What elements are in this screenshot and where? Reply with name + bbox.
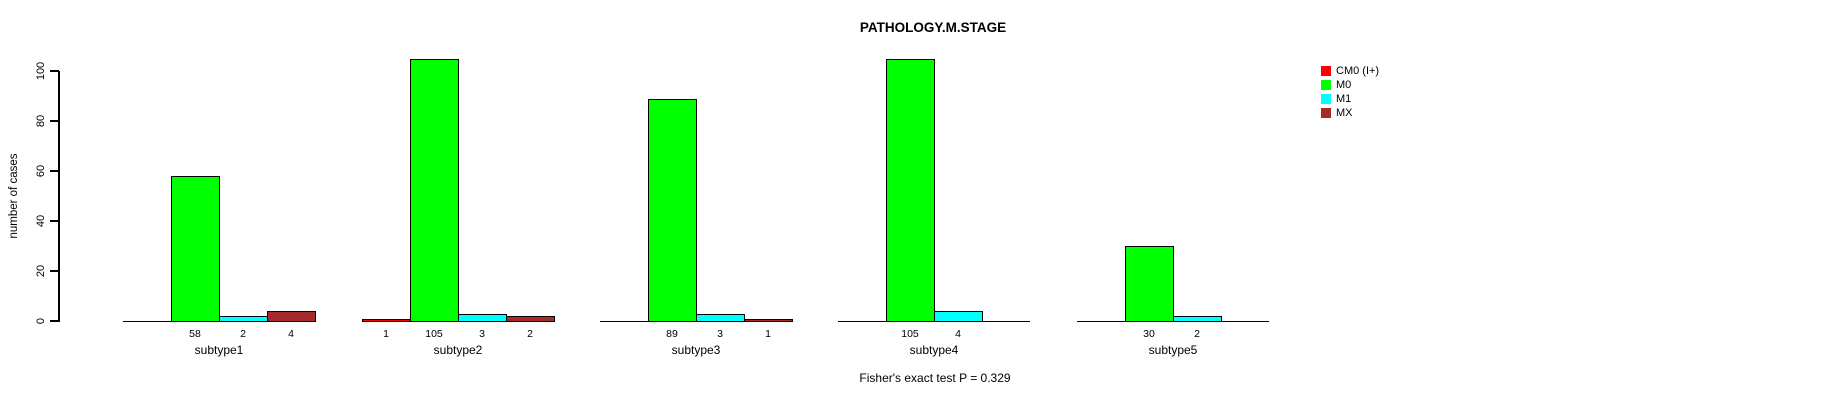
y-tick — [50, 120, 59, 122]
legend-item-label: M0 — [1336, 79, 1352, 91]
y-tick — [50, 170, 59, 172]
bar-m0-subtype3 — [648, 98, 697, 322]
bar-m0-subtype4 — [886, 58, 935, 322]
bar-value-label: 3 — [717, 328, 723, 340]
y-tick — [50, 70, 59, 72]
legend-item-label: M1 — [1336, 93, 1352, 105]
y-tick-label: 20 — [35, 264, 47, 278]
bar-m1-subtype3 — [696, 313, 745, 322]
bar-value-label: 105 — [901, 328, 919, 340]
y-tick-label: 60 — [35, 164, 47, 178]
y-axis-label: number of cases — [8, 153, 20, 239]
y-tick-label: 100 — [35, 61, 47, 81]
bar-value-label: 2 — [240, 328, 246, 340]
bar-value-label: 2 — [527, 328, 533, 340]
legend-item-label: CM0 (I+) — [1336, 65, 1380, 77]
bar-mx-subtype3 — [744, 318, 793, 322]
bar-value-label: 30 — [1143, 328, 1155, 340]
legend-swatch-cm0-i — [1321, 66, 1331, 76]
bar-value-label: 1 — [765, 328, 771, 340]
legend-item-m0: M0 — [1321, 78, 1351, 92]
bar-m1-subtype5 — [1173, 316, 1222, 322]
y-tick-label: 40 — [35, 214, 47, 228]
bar-m0-subtype1 — [171, 176, 220, 322]
legend-item-label: MX — [1336, 107, 1353, 119]
legend-swatch-m0 — [1321, 80, 1331, 90]
bar-m0-subtype2 — [410, 58, 459, 322]
bar-m1-subtype1 — [219, 316, 268, 322]
legend-item-cm0-i: CM0 (I+) — [1321, 64, 1379, 78]
bar-value-label: 1 — [383, 328, 389, 340]
bar-value-label: 4 — [288, 328, 294, 340]
y-tick-label: 80 — [35, 114, 47, 128]
fisher-test-annotation: Fisher's exact test P = 0.329 — [859, 371, 1011, 385]
bar-m0-subtype5 — [1125, 246, 1174, 322]
bar-cm0-i-subtype2 — [362, 318, 411, 322]
bar-mx-subtype2 — [506, 316, 555, 322]
bar-m1-subtype4 — [934, 311, 983, 322]
bar-value-label: 4 — [955, 328, 961, 340]
category-label: subtype2 — [433, 343, 483, 357]
bar-value-label: 2 — [1194, 328, 1200, 340]
category-label: subtype5 — [1148, 343, 1198, 357]
bar-value-label: 89 — [666, 328, 678, 340]
category-label: subtype3 — [671, 343, 721, 357]
category-label: subtype4 — [909, 343, 959, 357]
y-tick — [50, 270, 59, 272]
chart-title: PATHOLOGY.M.STAGE — [859, 20, 1007, 35]
bar-value-label: 58 — [189, 328, 201, 340]
bar-value-label: 3 — [479, 328, 485, 340]
y-axis-line — [58, 71, 60, 322]
legend-item-mx: MX — [1321, 106, 1353, 120]
bar-value-label: 105 — [425, 328, 443, 340]
legend-swatch-mx — [1321, 108, 1331, 118]
bar-mx-subtype1 — [267, 311, 316, 322]
bar-m1-subtype2 — [458, 313, 507, 322]
category-label: subtype1 — [194, 343, 244, 357]
y-tick — [50, 320, 59, 322]
y-tick-label: 0 — [35, 317, 47, 325]
legend-swatch-m1 — [1321, 94, 1331, 104]
y-tick — [50, 220, 59, 222]
legend-item-m1: M1 — [1321, 92, 1351, 106]
